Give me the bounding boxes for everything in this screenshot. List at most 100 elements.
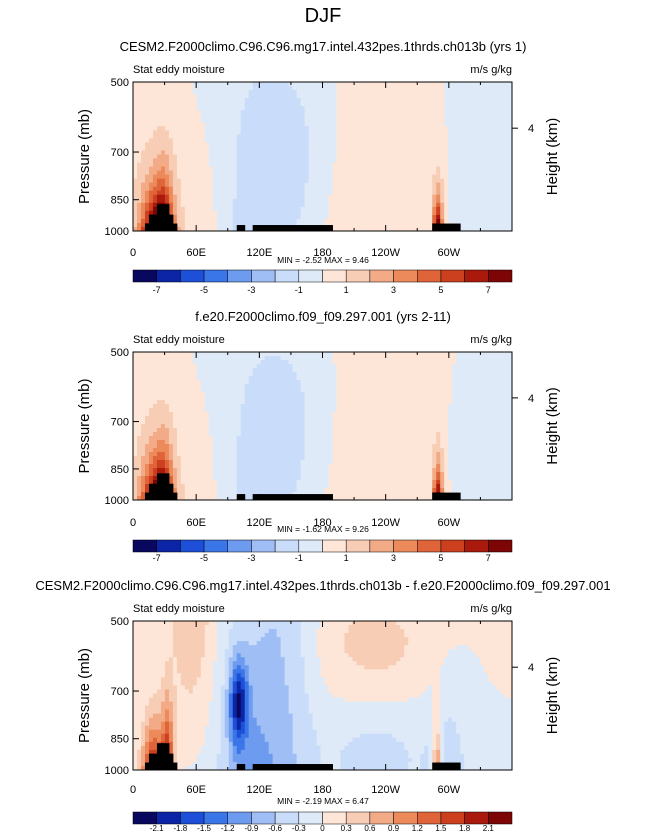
field-cell bbox=[164, 186, 170, 192]
field-cell bbox=[176, 364, 182, 369]
field-cell bbox=[228, 388, 234, 393]
right-label: m/s g/kg bbox=[470, 64, 512, 76]
field-cell bbox=[232, 388, 238, 393]
field-cell bbox=[300, 146, 306, 151]
field-cell bbox=[440, 174, 445, 180]
field-cell bbox=[172, 178, 178, 184]
field-cell bbox=[256, 126, 262, 131]
field-cell bbox=[240, 364, 246, 369]
field-cell bbox=[172, 102, 178, 107]
field-cell bbox=[256, 98, 262, 103]
field-cell bbox=[396, 380, 401, 385]
field-cell bbox=[296, 356, 302, 361]
field-cell bbox=[160, 190, 166, 196]
field-cell bbox=[448, 190, 453, 196]
field-cell bbox=[396, 194, 401, 200]
field-cell bbox=[480, 218, 485, 224]
field-cell bbox=[272, 114, 278, 119]
field-cell bbox=[260, 158, 266, 164]
field-cell bbox=[396, 126, 401, 131]
field-cell bbox=[424, 194, 429, 200]
field-cell bbox=[368, 202, 373, 208]
field-cell bbox=[192, 126, 198, 131]
field-cell bbox=[504, 126, 509, 131]
field-cell bbox=[452, 364, 457, 369]
field-cell bbox=[236, 154, 242, 160]
field-cell bbox=[180, 372, 186, 377]
field-cell bbox=[292, 388, 298, 393]
field-cell bbox=[272, 146, 278, 151]
field-cell bbox=[204, 174, 210, 180]
field-cell bbox=[284, 142, 290, 147]
field-cell bbox=[328, 130, 333, 135]
field-cell bbox=[360, 210, 365, 216]
field-cell bbox=[264, 202, 270, 208]
field-cell bbox=[216, 86, 222, 91]
field-cell bbox=[168, 364, 174, 369]
field-cell bbox=[312, 194, 318, 200]
field-cell bbox=[348, 150, 353, 155]
field-cell bbox=[428, 364, 433, 369]
field-cell bbox=[168, 158, 174, 164]
field-cell bbox=[156, 388, 162, 393]
field-cell bbox=[384, 122, 389, 127]
field-cell bbox=[392, 94, 397, 99]
field-cell bbox=[432, 404, 437, 409]
field-cell bbox=[220, 82, 226, 87]
field-cell bbox=[436, 162, 441, 168]
field-cell bbox=[212, 372, 218, 377]
field-cell bbox=[496, 82, 501, 87]
field-cell bbox=[152, 376, 158, 381]
field-cell bbox=[448, 194, 453, 200]
field-cell bbox=[192, 154, 198, 160]
field-cell bbox=[248, 138, 254, 143]
field-cell bbox=[332, 368, 337, 373]
field-cell bbox=[136, 178, 142, 184]
x-tick-label: 120W bbox=[371, 247, 400, 259]
field-cell bbox=[448, 114, 453, 119]
field-cell bbox=[276, 90, 282, 95]
field-cell bbox=[344, 356, 349, 361]
field-cell bbox=[500, 202, 505, 208]
field-cell bbox=[228, 222, 234, 228]
field-cell bbox=[384, 198, 389, 204]
field-cell bbox=[424, 178, 429, 184]
field-cell bbox=[164, 162, 170, 168]
field-cell bbox=[296, 186, 302, 192]
field-cell bbox=[340, 380, 345, 385]
field-cell bbox=[496, 98, 501, 103]
field-cell bbox=[268, 186, 274, 192]
field-cell bbox=[432, 186, 437, 192]
field-cell bbox=[216, 388, 222, 393]
field-cell bbox=[228, 364, 234, 369]
field-cell bbox=[400, 94, 405, 99]
field-cell bbox=[424, 142, 429, 147]
field-cell bbox=[340, 86, 345, 91]
field-cell bbox=[168, 388, 174, 393]
field-cell bbox=[220, 214, 226, 220]
field-cell bbox=[376, 194, 381, 200]
field-cell bbox=[180, 126, 186, 131]
field-cell bbox=[284, 178, 290, 184]
field-cell bbox=[348, 186, 353, 192]
field-cell bbox=[252, 404, 258, 409]
field-cell bbox=[240, 126, 246, 131]
field-cell bbox=[368, 364, 373, 369]
field-cell bbox=[312, 364, 318, 369]
field-cell bbox=[412, 372, 417, 377]
field-cell bbox=[456, 174, 461, 180]
field-cell bbox=[240, 82, 246, 87]
field-cell bbox=[468, 392, 473, 397]
field-cell bbox=[504, 198, 509, 204]
field-cell bbox=[400, 162, 405, 168]
field-cell bbox=[344, 134, 349, 139]
field-cell bbox=[412, 138, 417, 143]
field-cell bbox=[312, 158, 318, 164]
field-cell bbox=[208, 106, 214, 111]
field-cell bbox=[304, 356, 310, 361]
field-cell bbox=[196, 404, 202, 409]
field-cell bbox=[156, 376, 162, 381]
field-cell bbox=[368, 206, 373, 212]
field-cell bbox=[172, 142, 178, 147]
field-cell bbox=[392, 356, 397, 361]
